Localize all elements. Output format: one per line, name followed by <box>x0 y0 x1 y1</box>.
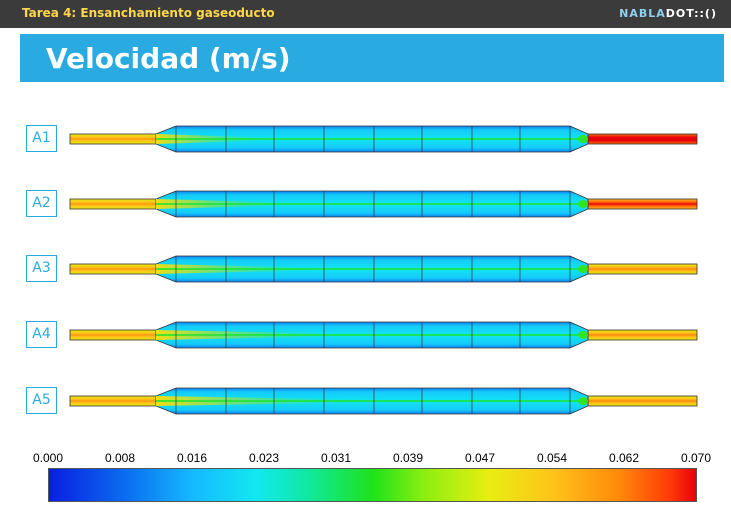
velocity-colorbar <box>48 468 697 502</box>
colorbar-tick: 0.054 <box>536 451 568 465</box>
pipe-contour-a1 <box>69 125 698 153</box>
case-row-a3: A3 <box>0 252 731 288</box>
title-banner: Velocidad (m/s) <box>20 34 724 82</box>
case-label-a3: A3 <box>26 255 57 282</box>
slide-title: Velocidad (m/s) <box>46 42 291 75</box>
slide-subtitle: Tarea 4: Ensanchamiento gaseoducto <box>22 6 275 20</box>
brand-rest: DOT::() <box>665 7 717 20</box>
case-label-a4: A4 <box>26 321 57 348</box>
top-bar: Tarea 4: Ensanchamiento gaseoducto NABLA… <box>0 0 731 28</box>
pipe-contour-a3 <box>69 255 698 283</box>
colorbar-tick: 0.039 <box>392 451 424 465</box>
colorbar-tick: 0.047 <box>464 451 496 465</box>
pipe-contour-a5 <box>69 387 698 415</box>
colorbar-tick: 0.031 <box>320 451 352 465</box>
colorbar-tick: 0.000 <box>32 451 64 465</box>
colorbar-tick: 0.070 <box>680 451 712 465</box>
case-row-a1: A1 <box>0 122 731 158</box>
colorbar-tick: 0.008 <box>104 451 136 465</box>
brand-logo: NABLADOT::() <box>619 7 717 20</box>
case-row-a2: A2 <box>0 187 731 223</box>
pipe-contour-a4 <box>69 321 698 349</box>
brand-nabla: NABLA <box>619 7 666 20</box>
pipe-contour-a2 <box>69 190 698 218</box>
colorbar-tick: 0.016 <box>176 451 208 465</box>
case-label-a5: A5 <box>26 387 57 414</box>
case-row-a5: A5 <box>0 384 731 420</box>
case-label-a2: A2 <box>26 190 57 217</box>
case-row-a4: A4 <box>0 318 731 354</box>
colorbar-tick: 0.062 <box>608 451 640 465</box>
colorbar-tick: 0.023 <box>248 451 280 465</box>
case-label-a1: A1 <box>26 125 57 152</box>
colorbar-ticks: 0.000 0.008 0.016 0.023 0.031 0.039 0.04… <box>0 448 731 468</box>
